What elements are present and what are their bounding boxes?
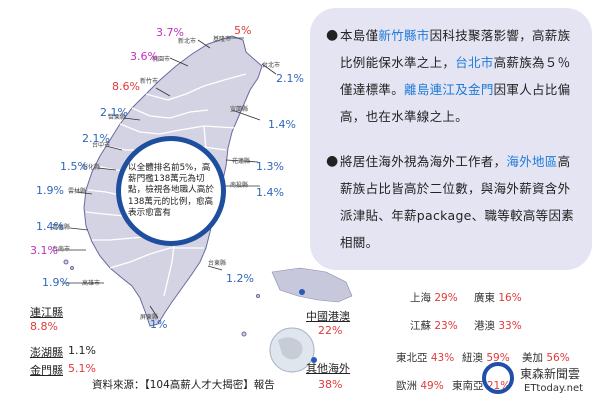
callout-text: 以全體排名前5%，高薪門檻138萬元為切點，檢視各地職人高於138萬元的比例，愈… [128, 162, 214, 218]
county-name-miaoli: 苗栗縣 [108, 114, 127, 121]
region-northeast-asia: 東北亞 43% [396, 352, 455, 364]
bullet-dot-icon: ● [326, 153, 339, 169]
county-name-hualien: 花蓮縣 [232, 158, 251, 165]
island-penghu-name: 澎湖縣 [30, 346, 63, 359]
city-guangdong: 廣東 16% [474, 292, 522, 304]
bullet-dot-icon: ● [326, 27, 339, 43]
pct-changhua: 1.5% [60, 160, 88, 173]
pct-yunlin: 1.9% [36, 184, 64, 197]
ludao-island [256, 294, 260, 298]
pct-northeast: 2.1% [276, 72, 304, 85]
penghu-island-small [70, 266, 74, 270]
pct-tainan: 3.1% [30, 244, 58, 257]
overseas-other-name: 其他海外 [306, 362, 350, 375]
pct-hsinchu-county: 2.1% [100, 106, 128, 119]
region-us-canada: 美加 56% [522, 352, 570, 364]
county-name-keelung: 基隆市 [213, 36, 232, 43]
county-name-nantou: 南投縣 [230, 182, 249, 189]
leader-lines [56, 37, 277, 319]
pct-yilan: 1.4% [268, 118, 296, 131]
pct-chiayi: 1.4% [36, 220, 64, 233]
brand-url: ETtoday.net [524, 383, 584, 394]
overseas-other-value: 38% [318, 378, 343, 391]
pct-hualien: 1.3% [256, 160, 284, 173]
overseas-china-name: 中國港澳 [306, 310, 350, 323]
bullet-2: ● 將居住海外視為海外工作者，海外地區高薪族占比皆高於二位數，與海外薪資含外派津… [326, 148, 578, 256]
pct-miaoli: 2.1% [82, 132, 110, 145]
county-name-chiayi: 嘉義縣 [52, 224, 71, 231]
county-name-taitung: 台東縣 [208, 260, 227, 267]
globe-icon [269, 327, 317, 373]
bullet-1-text: 本島僅新竹縣市因科技聚落影響，高薪族比例能保水準之上，台北市高薪族為５％僅達標準… [340, 28, 571, 124]
county-name-kaohsiung: 高雄市 [82, 280, 101, 287]
ettoday-logo-icon [482, 362, 514, 394]
pct-nantou: 1.4% [256, 186, 284, 199]
region-australia-nz: 紐澳 59% [462, 352, 510, 364]
threshold-callout: 以全體排名前5%，高薪門檻138萬元為切點，檢視各地職人高於138萬元的比例，愈… [116, 136, 226, 246]
county-name-yilan: 宜蘭縣 [230, 106, 249, 113]
island-lienchiang-name: 連江縣 [30, 306, 63, 319]
county-name-yunlin: 雲林縣 [68, 188, 87, 195]
island-penghu-value: 1.1% [68, 344, 96, 357]
island-kinmen-value: 5.1% [68, 362, 96, 375]
region-europe: 歐洲 49% [396, 380, 444, 392]
china-marker [299, 289, 305, 295]
county-name-taipei: 台北市 [262, 62, 281, 69]
pct-newtaipei: 3.7% [156, 26, 184, 39]
city-shanghai: 上海 29% [410, 292, 458, 304]
pct-taoyuan: 3.6% [130, 50, 158, 63]
pct-taitung: 1.2% [226, 272, 254, 285]
island-kinmen-name: 金門縣 [30, 364, 63, 377]
china-minimap [271, 267, 353, 303]
lanyu-island [241, 331, 247, 337]
bullet-2-text: 將居住海外視為海外工作者，海外地區高薪族占比皆高於二位數，與海外薪資含外派津貼、… [340, 154, 575, 250]
penghu-island [63, 259, 69, 265]
pct-kaohsiung: 1.9% [42, 276, 70, 289]
county-name-tainan: 台南市 [52, 246, 71, 253]
data-source: 資料來源：【104高薪人才大揭密】報告 [92, 379, 275, 391]
city-jiangsu: 江蘇 23% [410, 320, 458, 332]
info-panel: ● 本島僅新竹縣市因科技聚落影響，高薪族比例能保水準之上，台北市高薪族為５％僅達… [310, 8, 592, 270]
city-hkmacau: 港澳 33% [474, 320, 522, 332]
overseas-china-value: 22% [318, 324, 343, 337]
county-name-pingtung: 屏東縣 [140, 314, 159, 321]
brand-name: 東森新聞雲 [520, 367, 581, 381]
county-name-changhua: 彰化縣 [82, 164, 101, 171]
pct-hsinchu-city: 8.6% [112, 80, 140, 93]
county-name-newtaipei: 新北市 [178, 38, 197, 45]
island-lienchiang-value: 8.8% [30, 320, 58, 333]
county-name-taoyuan: 桃園市 [152, 56, 171, 63]
county-name-hsinchu-city: 新竹市 [140, 78, 159, 85]
pct-pingtung: 1% [150, 318, 168, 331]
pct-keelung: 5% [234, 24, 252, 37]
county-name-taichung: 台中市 [92, 142, 111, 149]
bullet-1: ● 本島僅新竹縣市因科技聚落影響，高薪族比例能保水準之上，台北市高薪族為５％僅達… [326, 22, 578, 130]
